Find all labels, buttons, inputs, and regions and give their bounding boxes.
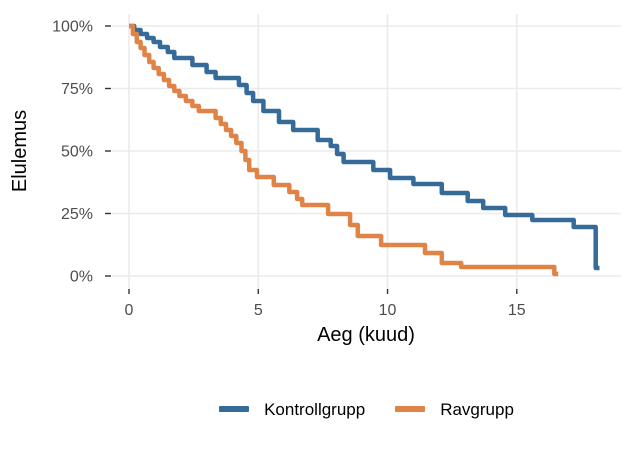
series-lines (129, 23, 600, 277)
gridlines (112, 14, 621, 289)
x-axis-tick-labels: 0 5 10 15 (125, 302, 526, 319)
x-tick-label: 5 (254, 302, 263, 319)
axis-tick-marks (105, 25, 518, 294)
x-tick-label: 0 (125, 302, 134, 319)
legend-item-ravgrupp: Ravgrupp (395, 401, 514, 418)
legend-label: Kontrollgrupp (264, 399, 366, 419)
y-axis-title: Elulemus (9, 110, 31, 192)
x-axis-title: Aeg (kuud) (317, 324, 415, 346)
series-line-kontrollgrupp (129, 23, 600, 271)
legend-item-kontrollgrupp: Kontrollgrupp (219, 401, 365, 418)
series-line-ravgrupp (129, 23, 559, 277)
y-tick-label: 0% (70, 269, 93, 286)
y-tick-label: 100% (52, 19, 93, 36)
legend: Kontrollgrupp Ravgrupp (112, 396, 621, 422)
y-tick-label: 75% (61, 81, 93, 98)
y-axis-tick-labels: 0% 25% 50% 75% 100% (52, 19, 93, 286)
y-tick-label: 25% (61, 206, 93, 223)
legend-label: Ravgrupp (440, 399, 514, 419)
x-tick-label: 15 (508, 302, 526, 319)
legend-key-line-icon (219, 406, 250, 412)
x-tick-label: 10 (379, 302, 397, 319)
y-tick-label: 50% (61, 144, 93, 161)
legend-key-line-icon (395, 406, 426, 412)
